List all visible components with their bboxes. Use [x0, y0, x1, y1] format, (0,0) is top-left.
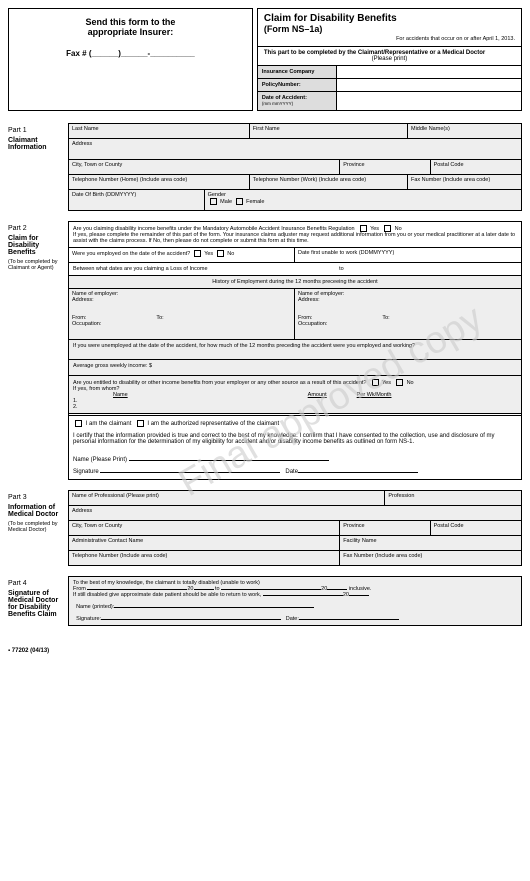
- q3: Between what dates are you claiming a Lo…: [73, 266, 208, 272]
- fax[interactable]: Fax Number (Include area code): [408, 175, 521, 189]
- tel-home[interactable]: Telephone Number (Home) (Include area co…: [69, 175, 250, 189]
- send-l1: Send this form to the: [85, 17, 175, 27]
- p1-body: Last NameFirst NameMiddle Name(s) Addres…: [68, 123, 522, 211]
- claim-title: Claim for Disability Benefits: [264, 13, 515, 24]
- p4-date-line[interactable]: [299, 619, 399, 620]
- p2-num: Part 2: [8, 225, 64, 232]
- p4-name-line[interactable]: [114, 607, 314, 608]
- name-print-line[interactable]: [129, 460, 329, 461]
- claim-acc: For accidents that occur on or after Apr…: [264, 36, 515, 42]
- q2: Were you employed on the date of the acc…: [69, 248, 295, 262]
- p3-sub: (To be completed by Medical Doctor): [8, 521, 64, 533]
- q1-no[interactable]: [384, 225, 391, 232]
- p3-city[interactable]: City, Town or County: [69, 521, 340, 535]
- city[interactable]: City, Town or County: [69, 160, 340, 174]
- to-line[interactable]: [221, 589, 321, 590]
- rep-cb[interactable]: [137, 420, 144, 427]
- female-checkbox[interactable]: [236, 198, 243, 205]
- dob[interactable]: Date Of Birth (DDMYYYY): [69, 190, 205, 210]
- claim-box: Claim for Disability Benefits (Form NS–1…: [257, 8, 522, 111]
- first-name[interactable]: First Name: [250, 124, 408, 138]
- claimant-cb[interactable]: [75, 420, 82, 427]
- postal[interactable]: Postal Code: [431, 160, 521, 174]
- q2d[interactable]: Date first unable to work (DDMMYYYY): [295, 248, 521, 262]
- ins-co-label: Insurance Company: [258, 66, 337, 78]
- p3-pc[interactable]: Postal Code: [431, 521, 521, 535]
- fax-line[interactable]: Fax # (______)______-__________: [17, 49, 244, 58]
- q2-yes[interactable]: [194, 250, 201, 257]
- prof-name[interactable]: Name of Professional (Please print): [69, 491, 385, 505]
- avg[interactable]: Average gross weekly income: $: [69, 360, 521, 376]
- footer: ▪ 77202 (04/13): [0, 644, 530, 658]
- p1-title: Claimant Information: [8, 137, 64, 151]
- p3-num: Part 3: [8, 494, 64, 501]
- gender: Gender Male Female: [205, 190, 521, 210]
- p4-sig-line[interactable]: [101, 619, 281, 620]
- male-checkbox[interactable]: [210, 198, 217, 205]
- q1-yes[interactable]: [360, 225, 367, 232]
- p3-addr[interactable]: Address: [69, 506, 521, 520]
- acn[interactable]: Administrative Contact Name: [69, 536, 340, 550]
- p4-l2: If still disabled give approximate date …: [73, 592, 261, 598]
- last-name[interactable]: Last Name: [69, 124, 250, 138]
- policy-field[interactable]: [337, 79, 521, 91]
- q5-sec: Are you entitled to disability or other …: [69, 376, 521, 413]
- profession[interactable]: Profession: [385, 491, 521, 505]
- emp1[interactable]: Name of employer:Address:From:To:Occupat…: [69, 289, 295, 339]
- emp2[interactable]: Name of employer:Address:From:To:Occupat…: [295, 289, 521, 339]
- sig-line[interactable]: [100, 472, 280, 473]
- p2-title: Claim for Disability Benefits: [8, 235, 64, 256]
- tel-work[interactable]: Telephone Number (Work) (Include area co…: [250, 175, 408, 189]
- p3-prov[interactable]: Province: [340, 521, 430, 535]
- p4-title: Signature of Medical Doctor for Disabili…: [8, 590, 64, 618]
- p3-fax[interactable]: Fax Number (Include area code): [340, 551, 521, 565]
- p3-tel[interactable]: Telephone Number (Include area code): [69, 551, 340, 565]
- province[interactable]: Province: [340, 160, 430, 174]
- q1b: If yes, please complete the remainder of…: [73, 232, 515, 244]
- q2-no[interactable]: [217, 250, 224, 257]
- ins-co-field[interactable]: [337, 66, 521, 78]
- please-print: (Please print): [264, 56, 515, 62]
- middle-name[interactable]: Middle Name(s): [408, 124, 521, 138]
- date-acc-label: Date of Accident:(mm mmYYYY): [258, 92, 337, 110]
- p2-body: Are you claiming disability income benef…: [68, 221, 522, 480]
- p2-sub: (To be completed by Claimant or Agent): [8, 259, 64, 271]
- policy-label: PolicyNumber:: [258, 79, 337, 91]
- p4-num: Part 4: [8, 580, 64, 587]
- from-line[interactable]: [87, 589, 187, 590]
- send-l2: appropriate Insurer:: [88, 27, 174, 37]
- p1-num: Part 1: [8, 127, 64, 134]
- p3-title: Information of Medical Doctor: [8, 504, 64, 518]
- facility[interactable]: Facility Name: [340, 536, 521, 550]
- q4[interactable]: If you were unemployed at the date of th…: [69, 340, 521, 360]
- hist-title: History of Employment during the 12 mont…: [69, 276, 521, 288]
- q5-no[interactable]: [396, 379, 403, 386]
- p4-l1: To the best of my knowledge, the claiman…: [73, 580, 260, 586]
- return-line[interactable]: [263, 595, 343, 596]
- q5-yes[interactable]: [372, 379, 379, 386]
- send-box: Send this form to theappropriate Insurer…: [8, 8, 253, 111]
- p3-body: Name of Professional (Please print)Profe…: [68, 490, 522, 566]
- p4-body: To the best of my knowledge, the claiman…: [68, 576, 522, 626]
- claim-form: (Form NS–1a): [264, 24, 515, 34]
- date-line[interactable]: [298, 472, 418, 473]
- date-acc-field[interactable]: [337, 92, 521, 110]
- address[interactable]: Address: [69, 139, 521, 159]
- cert-text: I certify that the information provided …: [73, 433, 495, 445]
